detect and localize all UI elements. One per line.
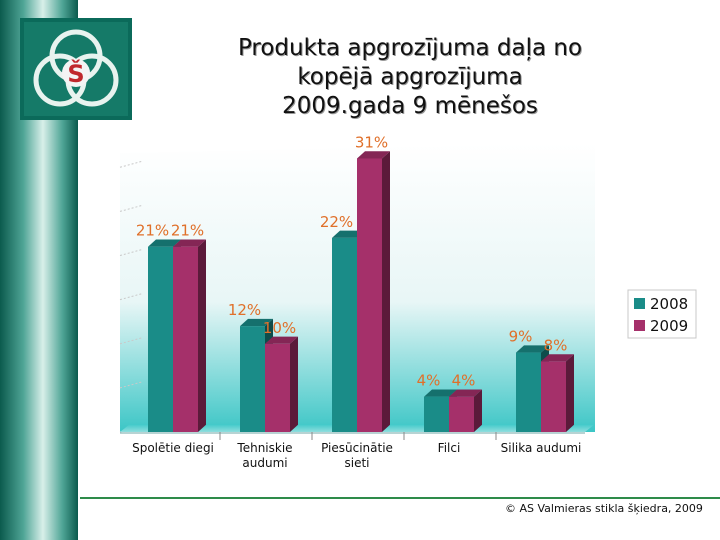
bar-top: [173, 239, 206, 247]
bar-side: [382, 151, 390, 433]
copyright-footer: © AS Valmieras stikla šķiedra, 2009: [505, 502, 703, 515]
data-label: 4%: [417, 372, 441, 390]
data-label: 9%: [509, 328, 533, 346]
bar-side: [474, 389, 482, 432]
bar-2009-2: [357, 158, 382, 432]
x-tick-label: sieti: [344, 456, 369, 470]
x-tick-label: Spolētie diegi: [132, 441, 214, 455]
bar-top: [357, 151, 390, 159]
data-label: 10%: [263, 319, 296, 337]
x-tick-label: Silika audumi: [501, 441, 582, 455]
company-logo: Š: [20, 18, 132, 120]
bar-2008-2: [332, 237, 357, 432]
bar-top: [424, 389, 457, 397]
data-label: 22%: [320, 213, 353, 231]
legend-label-2009: 2009: [650, 317, 688, 335]
data-label: 21%: [136, 222, 169, 240]
bar-side: [566, 354, 574, 432]
bar-top: [516, 345, 549, 353]
bar-top: [148, 239, 181, 247]
bar-top: [332, 230, 365, 238]
title-line-1: Produkta apgrozījuma daļa no: [237, 35, 583, 61]
legend-swatch-2009: [634, 320, 645, 331]
bar-side: [290, 336, 298, 432]
bar-2008-3: [424, 396, 449, 432]
svg-text:Š: Š: [67, 58, 84, 88]
data-label: 8%: [544, 336, 568, 354]
chart-title: Produkta apgrozījuma daļa no kopējā apgr…: [150, 34, 670, 121]
bar-2009-1: [265, 343, 290, 432]
bar-2008-0: [148, 246, 173, 432]
x-tick-label: Filci: [438, 441, 461, 455]
bar-side: [198, 239, 206, 432]
x-tick-label: audumi: [242, 456, 287, 470]
title-line-2: kopējā apgrozījuma: [297, 64, 523, 90]
bar-top: [541, 354, 574, 362]
data-label: 4%: [452, 372, 476, 390]
bar-2009-3: [449, 396, 474, 432]
x-tick-label: Piesūcinātie: [321, 441, 393, 455]
data-label: 12%: [228, 301, 261, 319]
legend-swatch-2008: [634, 298, 645, 309]
bar-top: [265, 336, 298, 344]
data-label: 31%: [355, 133, 388, 151]
legend-label-2008: 2008: [650, 295, 688, 313]
footer-divider: [80, 497, 720, 499]
data-label: 21%: [171, 222, 204, 240]
bar-2008-4: [516, 352, 541, 432]
title-line-3: 2009.gada 9 mēnešos: [282, 93, 538, 119]
x-tick-label: Tehniskie: [236, 441, 292, 455]
bar-2009-4: [541, 361, 566, 432]
bar-2008-1: [240, 326, 265, 432]
bar-top: [240, 318, 273, 327]
bar-2009-0: [173, 246, 198, 432]
bar-top: [449, 389, 482, 397]
